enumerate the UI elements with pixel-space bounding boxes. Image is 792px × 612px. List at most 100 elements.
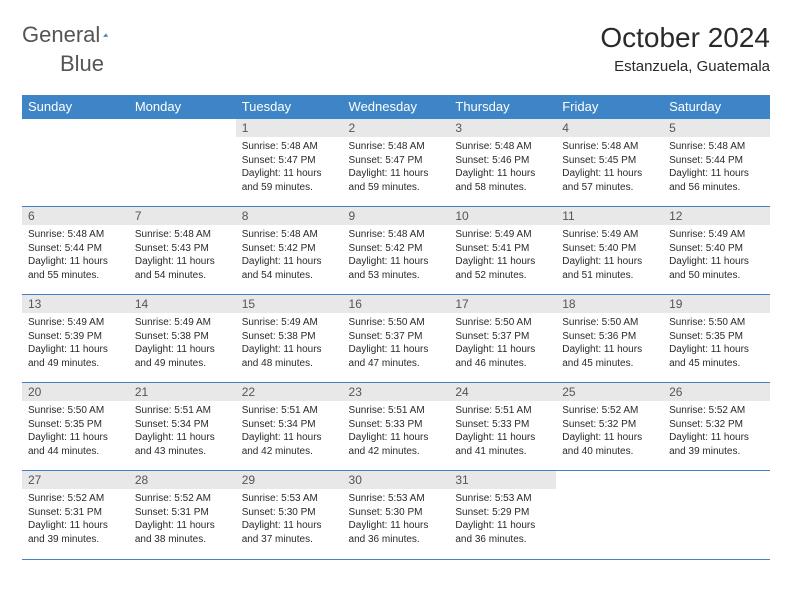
day-number: 23 bbox=[343, 383, 450, 401]
sunset-text: Sunset: 5:46 PM bbox=[455, 154, 550, 168]
day-number: 12 bbox=[663, 207, 770, 225]
sunset-text: Sunset: 5:44 PM bbox=[28, 242, 123, 256]
sunset-text: Sunset: 5:36 PM bbox=[562, 330, 657, 344]
day-cell: 13Sunrise: 5:49 AMSunset: 5:39 PMDayligh… bbox=[22, 295, 129, 383]
daylight-text: Daylight: 11 hours and 54 minutes. bbox=[242, 255, 337, 282]
day-details: Sunrise: 5:53 AMSunset: 5:29 PMDaylight:… bbox=[449, 489, 556, 550]
sunrise-text: Sunrise: 5:50 AM bbox=[28, 404, 123, 418]
day-number: 19 bbox=[663, 295, 770, 313]
weekday-header: Tuesday bbox=[236, 95, 343, 119]
sunset-text: Sunset: 5:30 PM bbox=[349, 506, 444, 520]
day-details: Sunrise: 5:48 AMSunset: 5:47 PMDaylight:… bbox=[236, 137, 343, 198]
daylight-text: Daylight: 11 hours and 50 minutes. bbox=[669, 255, 764, 282]
daylight-text: Daylight: 11 hours and 44 minutes. bbox=[28, 431, 123, 458]
sunset-text: Sunset: 5:33 PM bbox=[455, 418, 550, 432]
day-details: Sunrise: 5:53 AMSunset: 5:30 PMDaylight:… bbox=[236, 489, 343, 550]
day-cell: 12Sunrise: 5:49 AMSunset: 5:40 PMDayligh… bbox=[663, 207, 770, 295]
sunrise-text: Sunrise: 5:48 AM bbox=[242, 228, 337, 242]
sunset-text: Sunset: 5:42 PM bbox=[242, 242, 337, 256]
sunset-text: Sunset: 5:44 PM bbox=[669, 154, 764, 168]
daylight-text: Daylight: 11 hours and 42 minutes. bbox=[349, 431, 444, 458]
day-cell: 14Sunrise: 5:49 AMSunset: 5:38 PMDayligh… bbox=[129, 295, 236, 383]
sunrise-text: Sunrise: 5:50 AM bbox=[455, 316, 550, 330]
month-title: October 2024 bbox=[600, 22, 770, 54]
calendar-page: General October 2024 Estanzuela, Guatema… bbox=[0, 0, 792, 560]
week-row: 20Sunrise: 5:50 AMSunset: 5:35 PMDayligh… bbox=[22, 383, 770, 471]
day-cell: 25Sunrise: 5:52 AMSunset: 5:32 PMDayligh… bbox=[556, 383, 663, 471]
weekday-header: Sunday bbox=[22, 95, 129, 119]
day-details: Sunrise: 5:49 AMSunset: 5:39 PMDaylight:… bbox=[22, 313, 129, 374]
sunset-text: Sunset: 5:30 PM bbox=[242, 506, 337, 520]
sunrise-text: Sunrise: 5:53 AM bbox=[242, 492, 337, 506]
day-number: 4 bbox=[556, 119, 663, 137]
sunrise-text: Sunrise: 5:52 AM bbox=[135, 492, 230, 506]
day-number: 1 bbox=[236, 119, 343, 137]
day-details: Sunrise: 5:51 AMSunset: 5:33 PMDaylight:… bbox=[449, 401, 556, 462]
daylight-text: Daylight: 11 hours and 55 minutes. bbox=[28, 255, 123, 282]
day-cell: 10Sunrise: 5:49 AMSunset: 5:41 PMDayligh… bbox=[449, 207, 556, 295]
weekday-header: Thursday bbox=[449, 95, 556, 119]
daylight-text: Daylight: 11 hours and 36 minutes. bbox=[455, 519, 550, 546]
week-row: ........1Sunrise: 5:48 AMSunset: 5:47 PM… bbox=[22, 119, 770, 207]
daylight-text: Daylight: 11 hours and 59 minutes. bbox=[242, 167, 337, 194]
day-cell: 1Sunrise: 5:48 AMSunset: 5:47 PMDaylight… bbox=[236, 119, 343, 207]
day-details: Sunrise: 5:50 AMSunset: 5:35 PMDaylight:… bbox=[663, 313, 770, 374]
weekday-header: Saturday bbox=[663, 95, 770, 119]
daylight-text: Daylight: 11 hours and 45 minutes. bbox=[562, 343, 657, 370]
day-cell: 9Sunrise: 5:48 AMSunset: 5:42 PMDaylight… bbox=[343, 207, 450, 295]
day-cell: 8 Sunrise: 5:48 AMSunset: 5:42 PMDaylight… bbox=[236, 207, 343, 295]
calendar-table: Sunday Monday Tuesday Wednesday Thursday… bbox=[22, 95, 770, 559]
daylight-text: Daylight: 11 hours and 43 minutes. bbox=[135, 431, 230, 458]
sunset-text: Sunset: 5:40 PM bbox=[562, 242, 657, 256]
weekday-header: Friday bbox=[556, 95, 663, 119]
day-cell: 28Sunrise: 5:52 AMSunset: 5:31 PMDayligh… bbox=[129, 471, 236, 559]
week-row: 27Sunrise: 5:52 AMSunset: 5:31 PMDayligh… bbox=[22, 471, 770, 559]
sunrise-text: Sunrise: 5:48 AM bbox=[669, 140, 764, 154]
title-block: October 2024 Estanzuela, Guatemala bbox=[600, 22, 770, 75]
day-number: 20 bbox=[22, 383, 129, 401]
day-cell: 17Sunrise: 5:50 AMSunset: 5:37 PMDayligh… bbox=[449, 295, 556, 383]
daylight-text: Daylight: 11 hours and 39 minutes. bbox=[28, 519, 123, 546]
day-number: 25 bbox=[556, 383, 663, 401]
day-details: Sunrise: 5:48 AMSunset: 5:46 PMDaylight:… bbox=[449, 137, 556, 198]
day-cell: 22Sunrise: 5:51 AMSunset: 5:34 PMDayligh… bbox=[236, 383, 343, 471]
day-number: 16 bbox=[343, 295, 450, 313]
day-details: Sunrise: 5:48 AMSunset: 5:43 PMDaylight:… bbox=[129, 225, 236, 286]
brand-word2: Blue bbox=[60, 51, 104, 77]
sunrise-text: Sunrise: 5:48 AM bbox=[562, 140, 657, 154]
day-cell: .... bbox=[22, 119, 129, 207]
day-cell: 23Sunrise: 5:51 AMSunset: 5:33 PMDayligh… bbox=[343, 383, 450, 471]
daylight-text: Daylight: 11 hours and 56 minutes. bbox=[669, 167, 764, 194]
sunset-text: Sunset: 5:45 PM bbox=[562, 154, 657, 168]
daylight-text: Daylight: 11 hours and 42 minutes. bbox=[242, 431, 337, 458]
day-cell: 15Sunrise: 5:49 AMSunset: 5:38 PMDayligh… bbox=[236, 295, 343, 383]
sunset-text: Sunset: 5:37 PM bbox=[455, 330, 550, 344]
day-number: 3 bbox=[449, 119, 556, 137]
brand-sail-icon bbox=[103, 26, 108, 44]
day-number: 8 bbox=[236, 207, 343, 225]
day-number: 6 bbox=[22, 207, 129, 225]
day-cell: 16Sunrise: 5:50 AMSunset: 5:37 PMDayligh… bbox=[343, 295, 450, 383]
daylight-text: Daylight: 11 hours and 53 minutes. bbox=[349, 255, 444, 282]
day-details: Sunrise: 5:51 AMSunset: 5:33 PMDaylight:… bbox=[343, 401, 450, 462]
weekday-header: Monday bbox=[129, 95, 236, 119]
sunset-text: Sunset: 5:34 PM bbox=[135, 418, 230, 432]
sunset-text: Sunset: 5:32 PM bbox=[669, 418, 764, 432]
sunrise-text: Sunrise: 5:52 AM bbox=[669, 404, 764, 418]
day-details: Sunrise: 5:48 AMSunset: 5:45 PMDaylight:… bbox=[556, 137, 663, 198]
sunset-text: Sunset: 5:34 PM bbox=[242, 418, 337, 432]
sunset-text: Sunset: 5:29 PM bbox=[455, 506, 550, 520]
week-row: 6Sunrise: 5:48 AMSunset: 5:44 PMDaylight… bbox=[22, 207, 770, 295]
sunrise-text: Sunrise: 5:53 AM bbox=[349, 492, 444, 506]
day-details: Sunrise: 5:50 AMSunset: 5:37 PMDaylight:… bbox=[343, 313, 450, 374]
day-number: 24 bbox=[449, 383, 556, 401]
day-number: 7 bbox=[129, 207, 236, 225]
day-number: 27 bbox=[22, 471, 129, 489]
day-number: 15 bbox=[236, 295, 343, 313]
sunrise-text: Sunrise: 5:48 AM bbox=[349, 140, 444, 154]
sunrise-text: Sunrise: 5:48 AM bbox=[455, 140, 550, 154]
sunrise-text: Sunrise: 5:48 AM bbox=[242, 140, 337, 154]
day-cell: 4Sunrise: 5:48 AMSunset: 5:45 PMDaylight… bbox=[556, 119, 663, 207]
day-details: Sunrise: 5:48 AMSunset: 5:47 PMDaylight:… bbox=[343, 137, 450, 198]
daylight-text: Daylight: 11 hours and 49 minutes. bbox=[135, 343, 230, 370]
